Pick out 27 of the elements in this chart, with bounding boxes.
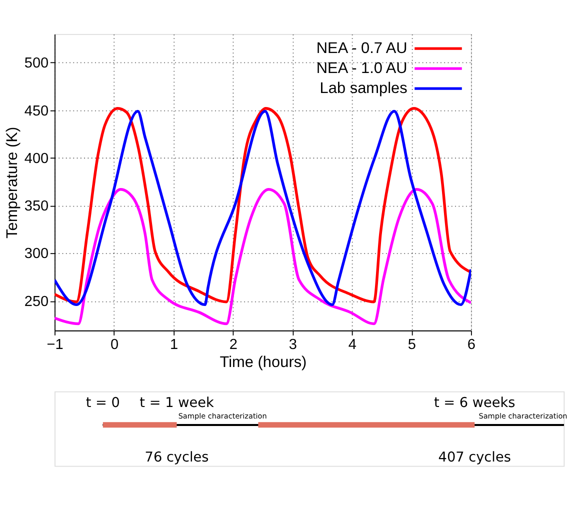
y-tick-label: 250	[24, 294, 49, 310]
text: Sample characterization	[478, 412, 568, 421]
x-tick-label: 2	[229, 337, 238, 354]
x-tick-label: 1	[170, 337, 178, 354]
y-tick-label: 450	[24, 103, 49, 120]
text: t = 6 weeks	[434, 395, 516, 412]
y-tick-label: 350	[24, 198, 49, 215]
text: 407 cycles	[438, 450, 511, 466]
x-axis-title: Time (hours)	[220, 354, 307, 372]
legend-label: Lab samples	[320, 80, 408, 98]
x-tick-label: 4	[348, 337, 357, 354]
x-tick-label: 3	[288, 337, 298, 354]
text: 76 cycles	[144, 450, 209, 466]
text: t = 1 week	[140, 395, 214, 412]
x-tick-label: 0	[110, 337, 119, 354]
y-tick-label: 400	[24, 150, 49, 167]
text: t = 0	[86, 395, 120, 412]
legend-label: NEA - 0.7 AU	[316, 40, 408, 58]
y-axis-title: Temperature (K)	[4, 126, 22, 238]
line-series	[54, 188, 471, 326]
x-tick-label: 5	[408, 337, 416, 354]
legend-label: NEA - 1.0 AU	[316, 60, 408, 78]
x-tick-label: 6	[467, 337, 476, 354]
y-tick-label: 300	[24, 246, 49, 262]
x-tick-label: −1	[46, 337, 64, 354]
y-tick-label: 500	[24, 56, 49, 72]
text: Sample characterization	[178, 412, 267, 421]
